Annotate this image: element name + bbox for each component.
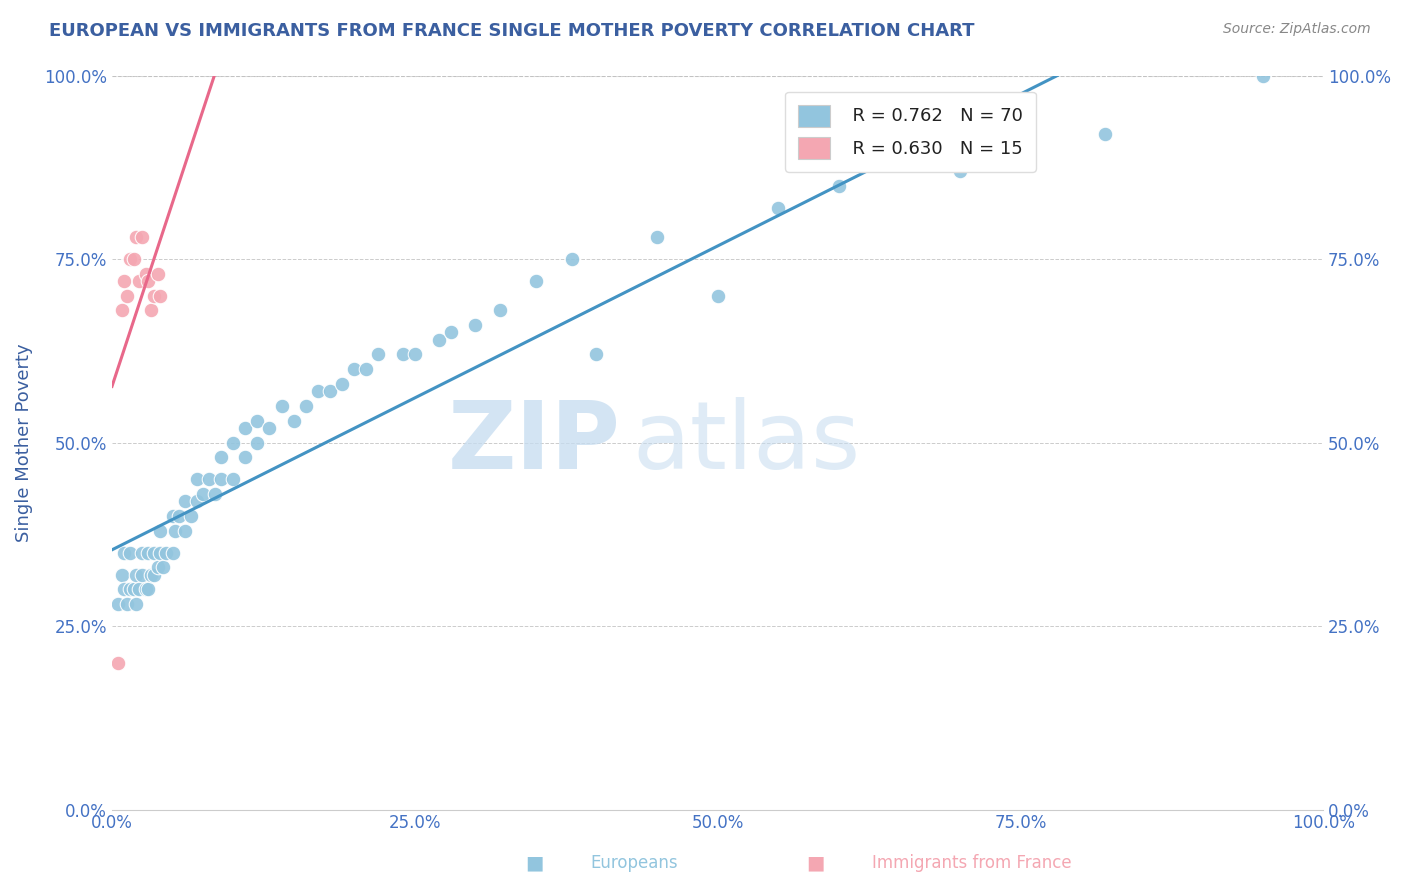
Text: Immigrants from France: Immigrants from France	[872, 855, 1071, 872]
Point	[107, 656, 129, 670]
Point	[259, 421, 281, 435]
Point	[120, 252, 142, 266]
Point	[112, 582, 135, 597]
Point	[131, 230, 153, 244]
Point	[330, 376, 353, 391]
Point	[488, 303, 510, 318]
Point	[146, 560, 169, 574]
Point	[319, 384, 342, 399]
Point	[246, 435, 269, 450]
Point	[162, 546, 184, 560]
Point	[167, 508, 190, 523]
Point	[949, 164, 972, 178]
Point	[222, 435, 245, 450]
Point	[464, 318, 486, 332]
Point	[343, 362, 366, 376]
Point	[706, 289, 728, 303]
Point	[120, 546, 142, 560]
Point	[1251, 69, 1274, 83]
Point	[209, 450, 232, 465]
Point	[111, 303, 134, 318]
Legend:   R = 0.762   N = 70,   R = 0.630   N = 15: R = 0.762 N = 70, R = 0.630 N = 15	[785, 92, 1036, 172]
Point	[246, 413, 269, 427]
Text: EUROPEAN VS IMMIGRANTS FROM FRANCE SINGLE MOTHER POVERTY CORRELATION CHART: EUROPEAN VS IMMIGRANTS FROM FRANCE SINGL…	[49, 22, 974, 40]
Point	[149, 289, 172, 303]
Point	[120, 582, 142, 597]
Point	[283, 413, 305, 427]
Point	[125, 567, 148, 582]
Point	[149, 546, 172, 560]
Point	[180, 508, 202, 523]
Point	[143, 289, 166, 303]
Point	[155, 546, 177, 560]
Point	[111, 567, 134, 582]
Point	[149, 524, 172, 538]
Point	[222, 472, 245, 486]
Y-axis label: Single Mother Poverty: Single Mother Poverty	[15, 343, 32, 541]
Point	[143, 546, 166, 560]
Point	[427, 333, 450, 347]
Text: ■: ■	[806, 854, 825, 872]
Point	[191, 487, 214, 501]
Text: ■: ■	[524, 854, 544, 872]
Point	[307, 384, 329, 399]
Point	[135, 582, 157, 597]
Point	[115, 289, 138, 303]
Point	[356, 362, 378, 376]
Point	[173, 494, 195, 508]
Point	[186, 494, 208, 508]
Point	[125, 597, 148, 611]
Point	[112, 546, 135, 560]
Point	[131, 546, 153, 560]
Point	[1094, 127, 1116, 141]
Point	[204, 487, 226, 501]
Point	[827, 178, 849, 193]
Point	[146, 267, 169, 281]
Point	[270, 399, 292, 413]
Point	[125, 230, 148, 244]
Point	[112, 274, 135, 288]
Point	[645, 230, 668, 244]
Point	[186, 472, 208, 486]
Point	[107, 597, 129, 611]
Point	[367, 347, 389, 361]
Point	[391, 347, 413, 361]
Point	[152, 560, 174, 574]
Point	[122, 252, 145, 266]
Point	[233, 450, 256, 465]
Point	[524, 274, 547, 288]
Point	[198, 472, 221, 486]
Point	[131, 567, 153, 582]
Text: Europeans: Europeans	[591, 855, 678, 872]
Point	[139, 303, 162, 318]
Point	[136, 546, 159, 560]
Point	[136, 582, 159, 597]
Point	[209, 472, 232, 486]
Point	[122, 582, 145, 597]
Point	[143, 567, 166, 582]
Point	[404, 347, 426, 361]
Point	[139, 567, 162, 582]
Point	[440, 326, 463, 340]
Point	[585, 347, 607, 361]
Text: Source: ZipAtlas.com: Source: ZipAtlas.com	[1223, 22, 1371, 37]
Point	[233, 421, 256, 435]
Point	[128, 274, 150, 288]
Point	[766, 201, 789, 215]
Point	[115, 597, 138, 611]
Point	[128, 582, 150, 597]
Point	[163, 524, 186, 538]
Point	[294, 399, 316, 413]
Point	[135, 267, 157, 281]
Point	[162, 508, 184, 523]
Point	[173, 524, 195, 538]
Point	[136, 274, 159, 288]
Text: atlas: atlas	[633, 397, 860, 489]
Text: ZIP: ZIP	[447, 397, 620, 489]
Point	[561, 252, 583, 266]
